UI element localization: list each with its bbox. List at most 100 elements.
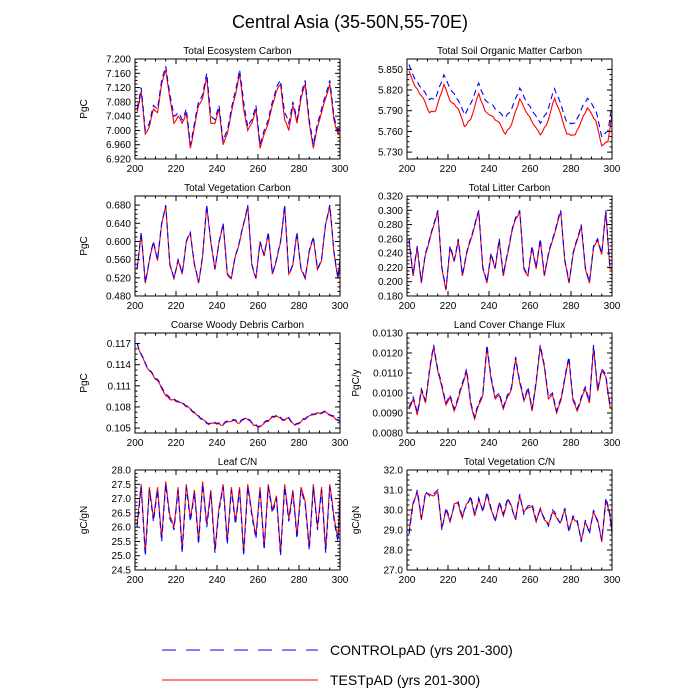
x-tick-label: 220 — [440, 438, 457, 449]
x-tick-label: 200 — [127, 164, 144, 175]
panel-title: Total Vegetation Carbon — [184, 183, 291, 194]
y-tick-label: 7.120 — [106, 83, 131, 94]
x-tick-label: 260 — [250, 301, 267, 312]
y-tick-label: 28.0 — [384, 546, 404, 557]
x-tick-label: 220 — [168, 438, 185, 449]
x-tick-label: 240 — [481, 301, 498, 312]
y-tick-label: 30.0 — [384, 506, 404, 517]
y-tick-label: 7.160 — [106, 69, 131, 80]
panel-title: Total Ecosystem Carbon — [183, 46, 291, 57]
y-tick-label: 31.0 — [384, 486, 404, 497]
panel-title: Total Vegetation C/N — [464, 457, 555, 468]
chart-panel: Land Cover Change Flux PgC/y 200 220 240 260 2… — [351, 320, 621, 449]
y-tick-label: 0.300 — [378, 206, 403, 217]
series-line-test — [408, 70, 612, 147]
x-tick-label: 300 — [604, 301, 621, 312]
y-tick-label: 0.0100 — [372, 389, 403, 400]
y-tick-label: 32.0 — [384, 466, 404, 477]
panel-title: Land Cover Change Flux — [454, 320, 565, 331]
x-tick-label: 220 — [168, 164, 185, 175]
y-tick-label: 0.240 — [378, 249, 403, 260]
x-tick-label: 200 — [399, 301, 416, 312]
y-tick-label: 24.5 — [112, 566, 132, 577]
y-axis-label: gC/gN — [79, 506, 90, 534]
x-tick-label: 280 — [563, 164, 580, 175]
y-tick-label: 27.0 — [112, 494, 132, 505]
y-tick-label: 6.960 — [106, 140, 131, 151]
x-tick-label: 280 — [291, 164, 308, 175]
x-tick-label: 260 — [522, 301, 539, 312]
x-tick-label: 240 — [209, 575, 226, 586]
y-axis-label: gC/gN — [351, 506, 362, 534]
y-tick-label: 0.0110 — [373, 369, 403, 380]
x-tick-label: 300 — [604, 575, 621, 586]
y-tick-label: 0.0120 — [372, 349, 403, 360]
series-line-test — [136, 481, 340, 553]
y-axis-label: PgC — [79, 373, 90, 392]
y-tick-label: 0.0080 — [372, 429, 403, 440]
y-tick-label: 26.5 — [112, 508, 132, 519]
x-tick-label: 300 — [332, 164, 349, 175]
y-axis-label: PgC/y — [351, 369, 362, 396]
series-line-test — [408, 346, 612, 422]
x-tick-label: 240 — [481, 438, 498, 449]
y-tick-label: 5.790 — [378, 106, 403, 117]
y-tick-label: 0.108 — [106, 402, 131, 413]
y-tick-label: 5.850 — [378, 65, 403, 76]
y-tick-label: 27.5 — [112, 480, 132, 491]
x-tick-label: 260 — [250, 575, 267, 586]
x-tick-label: 200 — [127, 301, 144, 312]
y-axis-label: PgC — [79, 236, 90, 255]
y-tick-label: 0.117 — [107, 339, 132, 350]
y-tick-label: 5.760 — [378, 127, 403, 138]
y-tick-label: 7.200 — [106, 55, 131, 66]
x-tick-label: 280 — [291, 301, 308, 312]
x-tick-label: 280 — [563, 438, 580, 449]
y-tick-label: 0.260 — [378, 234, 403, 245]
x-tick-label: 220 — [168, 301, 185, 312]
x-tick-label: 240 — [209, 438, 226, 449]
x-tick-label: 200 — [127, 438, 144, 449]
chart-panel: Leaf C/N gC/gN 200 220 240 260 280 300 24.5 25.0 2… — [79, 457, 349, 586]
x-tick-label: 300 — [604, 164, 621, 175]
x-tick-label: 280 — [291, 438, 308, 449]
chart-panel: Coarse Woody Debris Carbon PgC 200 220 240 26… — [79, 320, 349, 449]
x-tick-label: 260 — [522, 575, 539, 586]
y-tick-label: 7.000 — [106, 126, 131, 137]
x-tick-label: 200 — [399, 438, 416, 449]
x-tick-label: 280 — [563, 575, 580, 586]
y-tick-label: 0.0090 — [372, 409, 403, 420]
series-line-test — [136, 342, 340, 428]
x-tick-label: 300 — [332, 575, 349, 586]
x-tick-label: 240 — [481, 575, 498, 586]
x-tick-label: 260 — [250, 438, 267, 449]
y-tick-label: 7.040 — [106, 112, 131, 123]
panel-title: Total Litter Carbon — [469, 183, 551, 194]
x-tick-label: 240 — [209, 301, 226, 312]
chart-panel: Total Soil Organic Matter Carbon 200 220 24… — [378, 46, 621, 175]
y-tick-label: 7.080 — [106, 97, 131, 108]
chart-panel: Total Litter Carbon 200 220 240 260 280 300 0.1… — [378, 183, 621, 312]
y-tick-label: 26.0 — [112, 523, 132, 534]
x-tick-label: 220 — [168, 575, 185, 586]
y-tick-label: 0.640 — [106, 219, 131, 230]
y-tick-label: 0.680 — [106, 201, 131, 212]
y-tick-label: 0.280 — [378, 220, 403, 231]
y-tick-label: 29.0 — [384, 526, 404, 537]
plot-frame — [134, 58, 341, 160]
y-tick-label: 25.5 — [112, 537, 132, 548]
y-tick-label: 0.0130 — [372, 329, 403, 340]
x-tick-label: 300 — [604, 438, 621, 449]
x-tick-label: 200 — [399, 575, 416, 586]
y-tick-label: 0.180 — [378, 292, 403, 303]
panel-title: Leaf C/N — [218, 457, 257, 468]
y-tick-label: 0.114 — [107, 360, 132, 371]
series-line-control — [136, 484, 340, 556]
legend: CONTROLpAD (yrs 201-300) TESTpAD (yrs 201… — [162, 642, 513, 688]
x-tick-label: 300 — [332, 301, 349, 312]
series-line-control — [136, 65, 340, 145]
chart-panels: Total Ecosystem Carbon PgC 200 220 240 260 280… — [79, 46, 621, 586]
plot-frame — [406, 469, 613, 571]
y-tick-label: 5.820 — [378, 86, 403, 97]
y-axis-label: PgC — [79, 99, 90, 118]
